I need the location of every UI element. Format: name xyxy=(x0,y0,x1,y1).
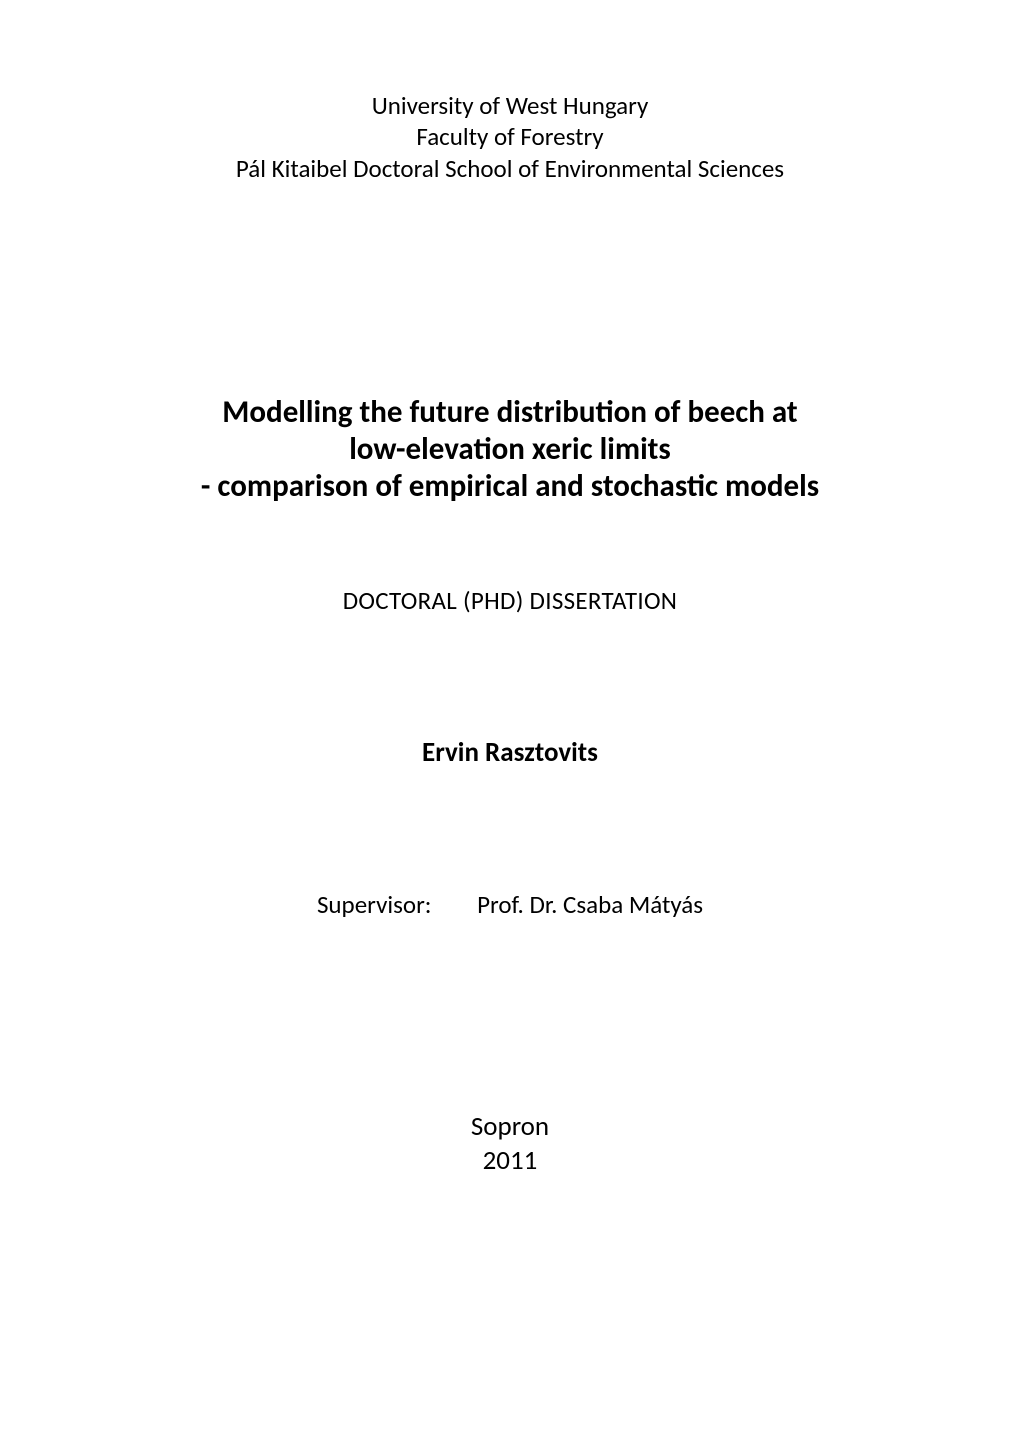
title-line-1: Modelling the future distribution of bee… xyxy=(120,394,900,431)
title-line-2: low-elevation xeric limits xyxy=(120,431,900,468)
doctoral-school-name: Pál Kitaibel Doctoral School of Environm… xyxy=(120,153,900,184)
author-name: Ervin Rasztovits xyxy=(120,736,900,769)
university-name: University of West Hungary xyxy=(120,90,900,121)
supervisor-label: Supervisor: xyxy=(317,889,432,920)
faculty-name: Faculty of Forestry xyxy=(120,121,900,152)
document-type: DOCTORAL (PHD) DISSERTATION xyxy=(120,585,900,616)
title-page: University of West Hungary Faculty of Fo… xyxy=(0,0,1020,1442)
publication-year: 2011 xyxy=(120,1144,900,1178)
place-year-block: Sopron 2011 xyxy=(120,1110,900,1178)
publication-place: Sopron xyxy=(120,1110,900,1144)
dissertation-title: Modelling the future distribution of bee… xyxy=(120,394,900,506)
supervisor-line: Supervisor: Prof. Dr. Csaba Mátyás xyxy=(120,889,900,920)
affiliation-block: University of West Hungary Faculty of Fo… xyxy=(120,90,900,184)
supervisor-name: Prof. Dr. Csaba Mátyás xyxy=(477,889,703,920)
title-line-3: - comparison of empirical and stochastic… xyxy=(120,468,900,505)
